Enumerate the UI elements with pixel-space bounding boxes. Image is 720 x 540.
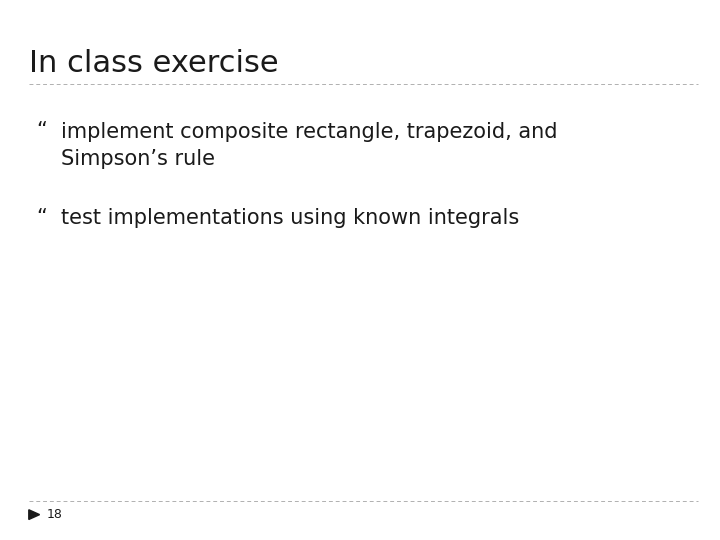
Text: In class exercise: In class exercise	[29, 49, 279, 78]
Text: implement composite rectangle, trapezoid, and
Simpson’s rule: implement composite rectangle, trapezoid…	[61, 122, 558, 168]
Text: “: “	[36, 122, 47, 141]
Text: test implementations using known integrals: test implementations using known integra…	[61, 208, 519, 228]
Text: “: “	[36, 208, 47, 228]
Polygon shape	[29, 510, 40, 519]
Text: 18: 18	[47, 508, 63, 521]
